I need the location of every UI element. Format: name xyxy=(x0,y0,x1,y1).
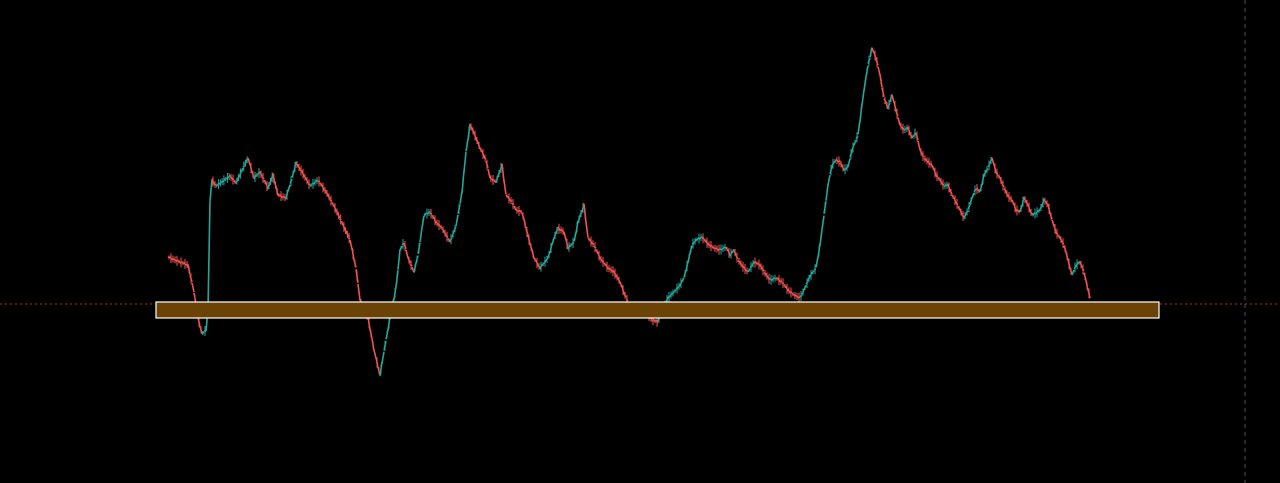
support-zone-rectangle[interactable] xyxy=(155,301,1160,319)
price-series-group xyxy=(167,47,1091,377)
